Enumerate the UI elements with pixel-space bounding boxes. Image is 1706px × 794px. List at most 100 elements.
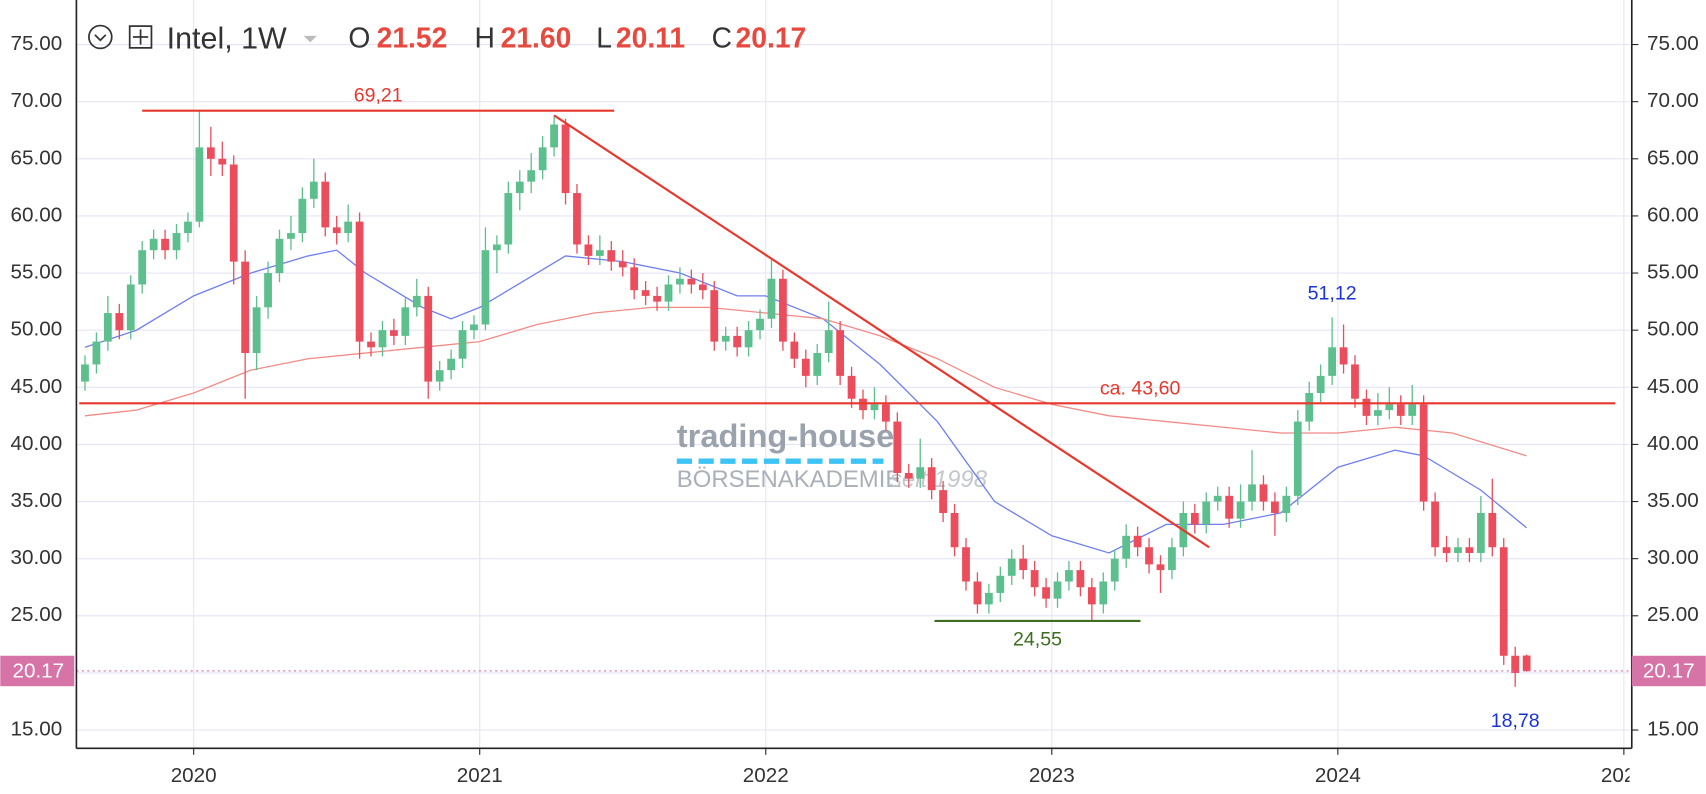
ohlc-value: 21.60	[501, 22, 572, 54]
y-tick-label: 45.00	[11, 375, 63, 398]
candle-body	[1408, 404, 1417, 416]
candle-body	[630, 267, 639, 291]
candle-body	[344, 221, 353, 234]
y-tick-label: 65.00	[1647, 146, 1699, 169]
level-label: 69,21	[354, 85, 403, 107]
grid	[76, 0, 1630, 749]
candle-body	[1282, 495, 1291, 513]
y-tick-label: 75.00	[11, 32, 63, 55]
candle-body	[264, 273, 272, 308]
candle-body	[172, 233, 181, 251]
candle-body	[206, 147, 215, 159]
y-tick-label: 40.00	[1647, 432, 1699, 455]
candle-body	[1385, 404, 1394, 411]
watermark-text: BÖRSENAKADEMIE	[677, 466, 902, 493]
candle-body	[1522, 655, 1531, 671]
candle-body	[950, 512, 959, 548]
candle-body	[893, 421, 902, 473]
candle-body	[790, 341, 799, 359]
ohlc-value: 21.52	[377, 22, 448, 54]
candle-body	[962, 547, 970, 582]
candle-body	[1442, 547, 1451, 553]
candle-body	[1271, 501, 1279, 513]
ohlc-label: H	[474, 22, 494, 54]
candle-body	[161, 238, 169, 251]
dropdown-icon[interactable]	[303, 35, 317, 43]
candle-body	[92, 341, 101, 365]
point-label: 18,78	[1491, 710, 1540, 732]
y-tick-label: 50.00	[1647, 318, 1699, 341]
candle-body	[138, 250, 147, 285]
candle-body	[1259, 484, 1268, 502]
y-tick-label: 70.00	[1647, 89, 1699, 112]
candle-body	[1373, 410, 1382, 416]
candle-body	[424, 295, 433, 382]
collapse-icon[interactable]	[88, 24, 113, 50]
candle-body	[870, 404, 879, 411]
candle-body	[813, 353, 822, 376]
candle-body	[698, 284, 707, 291]
y-tick-label: 25.00	[1647, 603, 1699, 626]
candle-body	[492, 244, 501, 251]
candle-body	[1065, 570, 1073, 582]
y-tick-label: 15.00	[1647, 717, 1699, 740]
last-price-badge	[1631, 655, 1706, 687]
x-tick-label: 2025	[1601, 764, 1647, 787]
candle-body	[561, 124, 570, 194]
ohlc-label: O	[348, 22, 370, 54]
candle-body	[1042, 587, 1050, 599]
candle-body	[710, 290, 719, 342]
moving-average	[84, 306, 1527, 457]
candle-body	[1145, 547, 1153, 565]
level-label: 24,55	[1013, 629, 1062, 651]
candle-body	[1168, 547, 1176, 571]
candle-body	[229, 164, 238, 262]
candle-body	[1476, 512, 1485, 553]
candle-body	[916, 467, 925, 479]
candle-body	[847, 375, 856, 399]
x-ticks: 2020 2021 2022 2023 2024 2025	[171, 764, 1647, 787]
candle-body	[721, 335, 730, 342]
candle-body	[195, 147, 204, 222]
candle-body	[504, 193, 513, 245]
candle-body	[550, 124, 558, 148]
candle-body	[1030, 570, 1039, 588]
candle-body	[641, 290, 650, 296]
last-price-badge	[0, 655, 75, 687]
candle-body	[1076, 570, 1085, 588]
candle-body	[103, 313, 112, 342]
watermark-text: seit 1998	[890, 466, 988, 493]
candle-body	[1339, 347, 1348, 365]
candle-body	[1351, 364, 1359, 399]
last-price-label: 20.17	[12, 660, 64, 683]
y-tick-label: 50.00	[11, 318, 63, 341]
ohlc-label: L	[596, 22, 612, 54]
candle-body	[1007, 558, 1016, 576]
candle-body	[1431, 501, 1439, 548]
candle-body	[1293, 421, 1302, 496]
candle-body	[149, 238, 158, 251]
candle-body	[595, 250, 604, 256]
candle-body	[973, 581, 982, 605]
y-tick-label: 30.00	[1647, 546, 1699, 569]
candle-body	[298, 198, 307, 234]
candle-body	[538, 147, 547, 171]
candle-body	[1454, 547, 1462, 553]
candle-body	[1110, 558, 1119, 582]
candle-body	[882, 404, 890, 422]
candle-body	[927, 467, 936, 491]
watermark: trading-house BÖRSENAKADEMIE seit 1998	[676, 417, 988, 493]
candle-body	[1190, 512, 1199, 525]
candle-body	[287, 233, 295, 239]
y-tick-label: 60.00	[11, 203, 63, 226]
candle-body	[1511, 655, 1520, 673]
candle-body	[458, 330, 467, 359]
y-tick-label: 15.00	[11, 717, 63, 740]
candle-body	[309, 181, 318, 199]
add-icon[interactable]	[128, 25, 153, 49]
y-tick-label: 35.00	[11, 489, 63, 512]
y-tick-label: 60.00	[1647, 203, 1699, 226]
candle-body	[779, 278, 787, 342]
